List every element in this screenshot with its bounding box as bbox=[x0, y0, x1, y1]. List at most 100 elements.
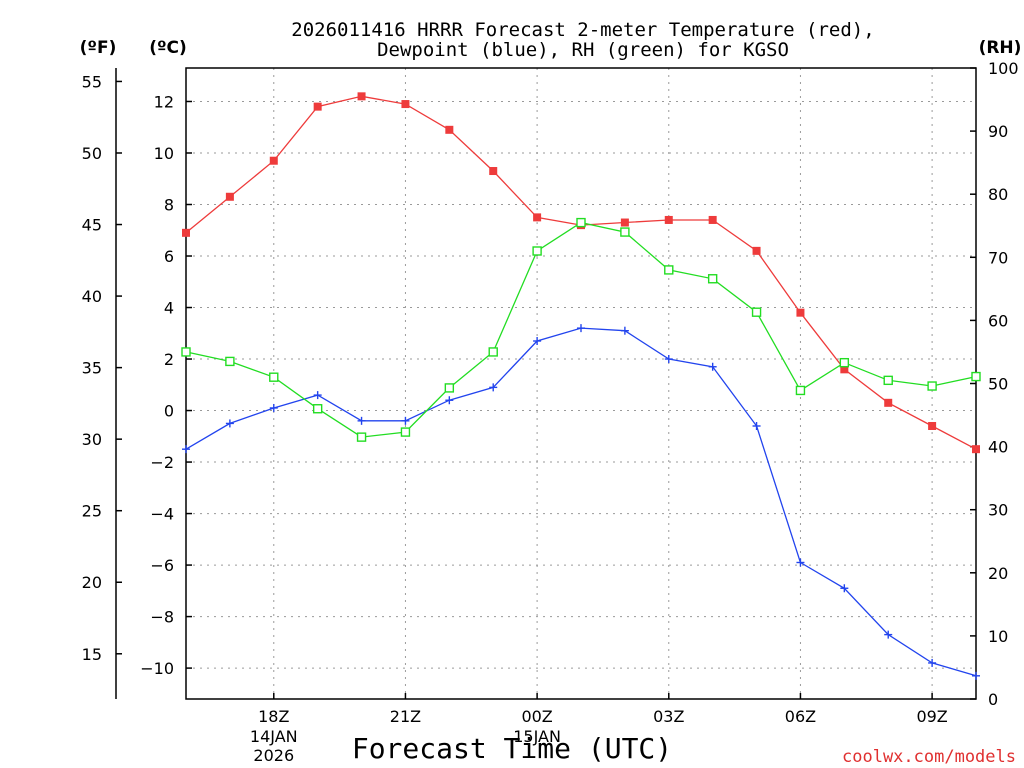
x-date-label: 15JAN bbox=[513, 727, 561, 746]
x-tick-label: 03Z bbox=[653, 707, 684, 726]
celsius-tick-label: 10 bbox=[154, 144, 174, 163]
celsius-tick-label: −2 bbox=[150, 453, 174, 472]
dewpoint-point bbox=[972, 671, 980, 680]
celsius-tick-label: −4 bbox=[150, 505, 174, 524]
2-meter-temperature-point bbox=[928, 421, 937, 430]
2-meter-temperature-point bbox=[533, 213, 542, 222]
2-meter-temperature-point bbox=[182, 228, 190, 237]
celsius-tick-label: 0 bbox=[164, 402, 174, 421]
rh-point bbox=[707, 274, 718, 284]
celsius-tick-label: −8 bbox=[150, 608, 174, 627]
dewpoint-point bbox=[182, 445, 190, 454]
fahrenheit-tick-label: 50 bbox=[82, 144, 102, 163]
2-meter-temperature-point bbox=[225, 192, 234, 201]
credit-text: coolwx.com/models bbox=[842, 747, 1016, 767]
2-meter-temperature-point bbox=[840, 365, 849, 374]
rh-tick-label: 90 bbox=[988, 122, 1008, 141]
rh-tick-label: 60 bbox=[988, 311, 1008, 330]
celsius-tick-label: −6 bbox=[150, 556, 174, 575]
dewpoint-point bbox=[269, 403, 278, 412]
2-meter-temperature-point bbox=[972, 445, 980, 454]
x-tick-label: 00Z bbox=[521, 707, 552, 726]
fahrenheit-tick-label: 30 bbox=[82, 430, 102, 449]
rh-point bbox=[664, 265, 674, 275]
dewpoint-point bbox=[533, 337, 542, 346]
celsius-tick-label: 2 bbox=[164, 350, 174, 369]
celsius-tick-label: 8 bbox=[164, 196, 174, 215]
dewpoint-point bbox=[840, 584, 849, 593]
fahrenheit-tick-label: 15 bbox=[82, 645, 102, 664]
rh-point bbox=[751, 307, 762, 317]
celsius-tick-label: 4 bbox=[164, 299, 174, 318]
fahrenheit-tick-label: 25 bbox=[82, 502, 102, 521]
2-meter-temperature-line bbox=[185, 95, 977, 450]
dewpoint-point bbox=[752, 421, 761, 430]
2-meter-temperature-point bbox=[313, 102, 322, 111]
rh-point bbox=[927, 381, 937, 391]
dewpoint-point bbox=[928, 658, 937, 667]
dewpoint-line bbox=[185, 327, 977, 677]
dewpoint-point bbox=[357, 416, 366, 425]
2-meter-temperature-point bbox=[620, 218, 629, 227]
rh-point bbox=[620, 227, 630, 237]
rh-tick-label: 80 bbox=[988, 185, 1008, 204]
dewpoint-point bbox=[620, 326, 629, 335]
rh-point bbox=[225, 356, 235, 367]
rh-point bbox=[795, 385, 806, 396]
chart-title-line2: Dewpoint (blue), RH (green) for KGSO bbox=[377, 39, 789, 61]
celsius-unit-label: (ºC) bbox=[149, 38, 187, 58]
rh-point bbox=[312, 404, 323, 414]
fahrenheit-unit-label: (ºF) bbox=[80, 38, 117, 58]
fahrenheit-tick-label: 35 bbox=[82, 359, 102, 378]
axes: 15 20 25 30 35 40 45 50 55 −10 −8 −6 −4 −2 0 2 4 6 8 10 12 0 1… bbox=[82, 59, 1019, 765]
rh-point bbox=[356, 432, 367, 442]
fahrenheit-tick-label: 20 bbox=[82, 573, 102, 592]
rh-point bbox=[839, 357, 850, 368]
dewpoint-point bbox=[664, 355, 673, 364]
2-meter-temperature-point bbox=[357, 92, 366, 101]
data-series bbox=[181, 92, 981, 680]
x-date-label: 14JAN bbox=[250, 727, 298, 746]
x-tick-label: 06Z bbox=[785, 707, 816, 726]
dewpoint-point bbox=[225, 419, 234, 428]
rh-tick-label: 10 bbox=[988, 627, 1008, 646]
fahrenheit-tick-label: 40 bbox=[82, 287, 102, 306]
dewpoint-point bbox=[884, 630, 893, 639]
2-meter-temperature-point bbox=[708, 215, 717, 224]
rh-tick-label: 0 bbox=[988, 690, 998, 709]
rh-point bbox=[883, 375, 893, 386]
x-year-label: 2026 bbox=[253, 746, 294, 765]
rh-point bbox=[181, 347, 191, 357]
celsius-tick-label: 6 bbox=[164, 247, 174, 266]
rh-point bbox=[444, 383, 455, 393]
rh-tick-label: 50 bbox=[988, 375, 1008, 394]
dewpoint-point bbox=[577, 324, 585, 333]
plot-frame bbox=[185, 67, 977, 700]
dewpoint-point bbox=[445, 396, 454, 405]
rh-point bbox=[576, 217, 586, 228]
x-tick-label: 09Z bbox=[916, 707, 947, 726]
x-tick-label: 21Z bbox=[390, 707, 421, 726]
rh-tick-label: 20 bbox=[988, 564, 1008, 583]
2-meter-temperature-point bbox=[796, 308, 805, 317]
2-meter-temperature-point bbox=[401, 100, 410, 109]
rh-unit-label: (RH) bbox=[979, 38, 1022, 58]
x-tick-label: 18Z bbox=[258, 707, 289, 726]
2-meter-temperature-point bbox=[752, 246, 761, 255]
2-meter-temperature-point bbox=[489, 167, 498, 176]
celsius-tick-label: 12 bbox=[154, 92, 174, 111]
2-meter-temperature-point bbox=[884, 398, 893, 407]
celsius-tick-label: −10 bbox=[140, 659, 174, 678]
fahrenheit-tick-label: 55 bbox=[82, 72, 102, 91]
gridlines bbox=[186, 68, 976, 699]
fahrenheit-tick-label: 45 bbox=[82, 216, 102, 235]
dewpoint-point bbox=[796, 558, 805, 567]
rh-point bbox=[400, 427, 411, 437]
rh-tick-label: 30 bbox=[988, 501, 1008, 520]
rh-point bbox=[488, 347, 498, 357]
rh-tick-label: 100 bbox=[988, 59, 1019, 78]
dewpoint-point bbox=[708, 362, 717, 371]
chart-title-line1: 2026011416 HRRR Forecast 2-meter Tempera… bbox=[291, 19, 874, 41]
dewpoint-point bbox=[401, 416, 410, 425]
